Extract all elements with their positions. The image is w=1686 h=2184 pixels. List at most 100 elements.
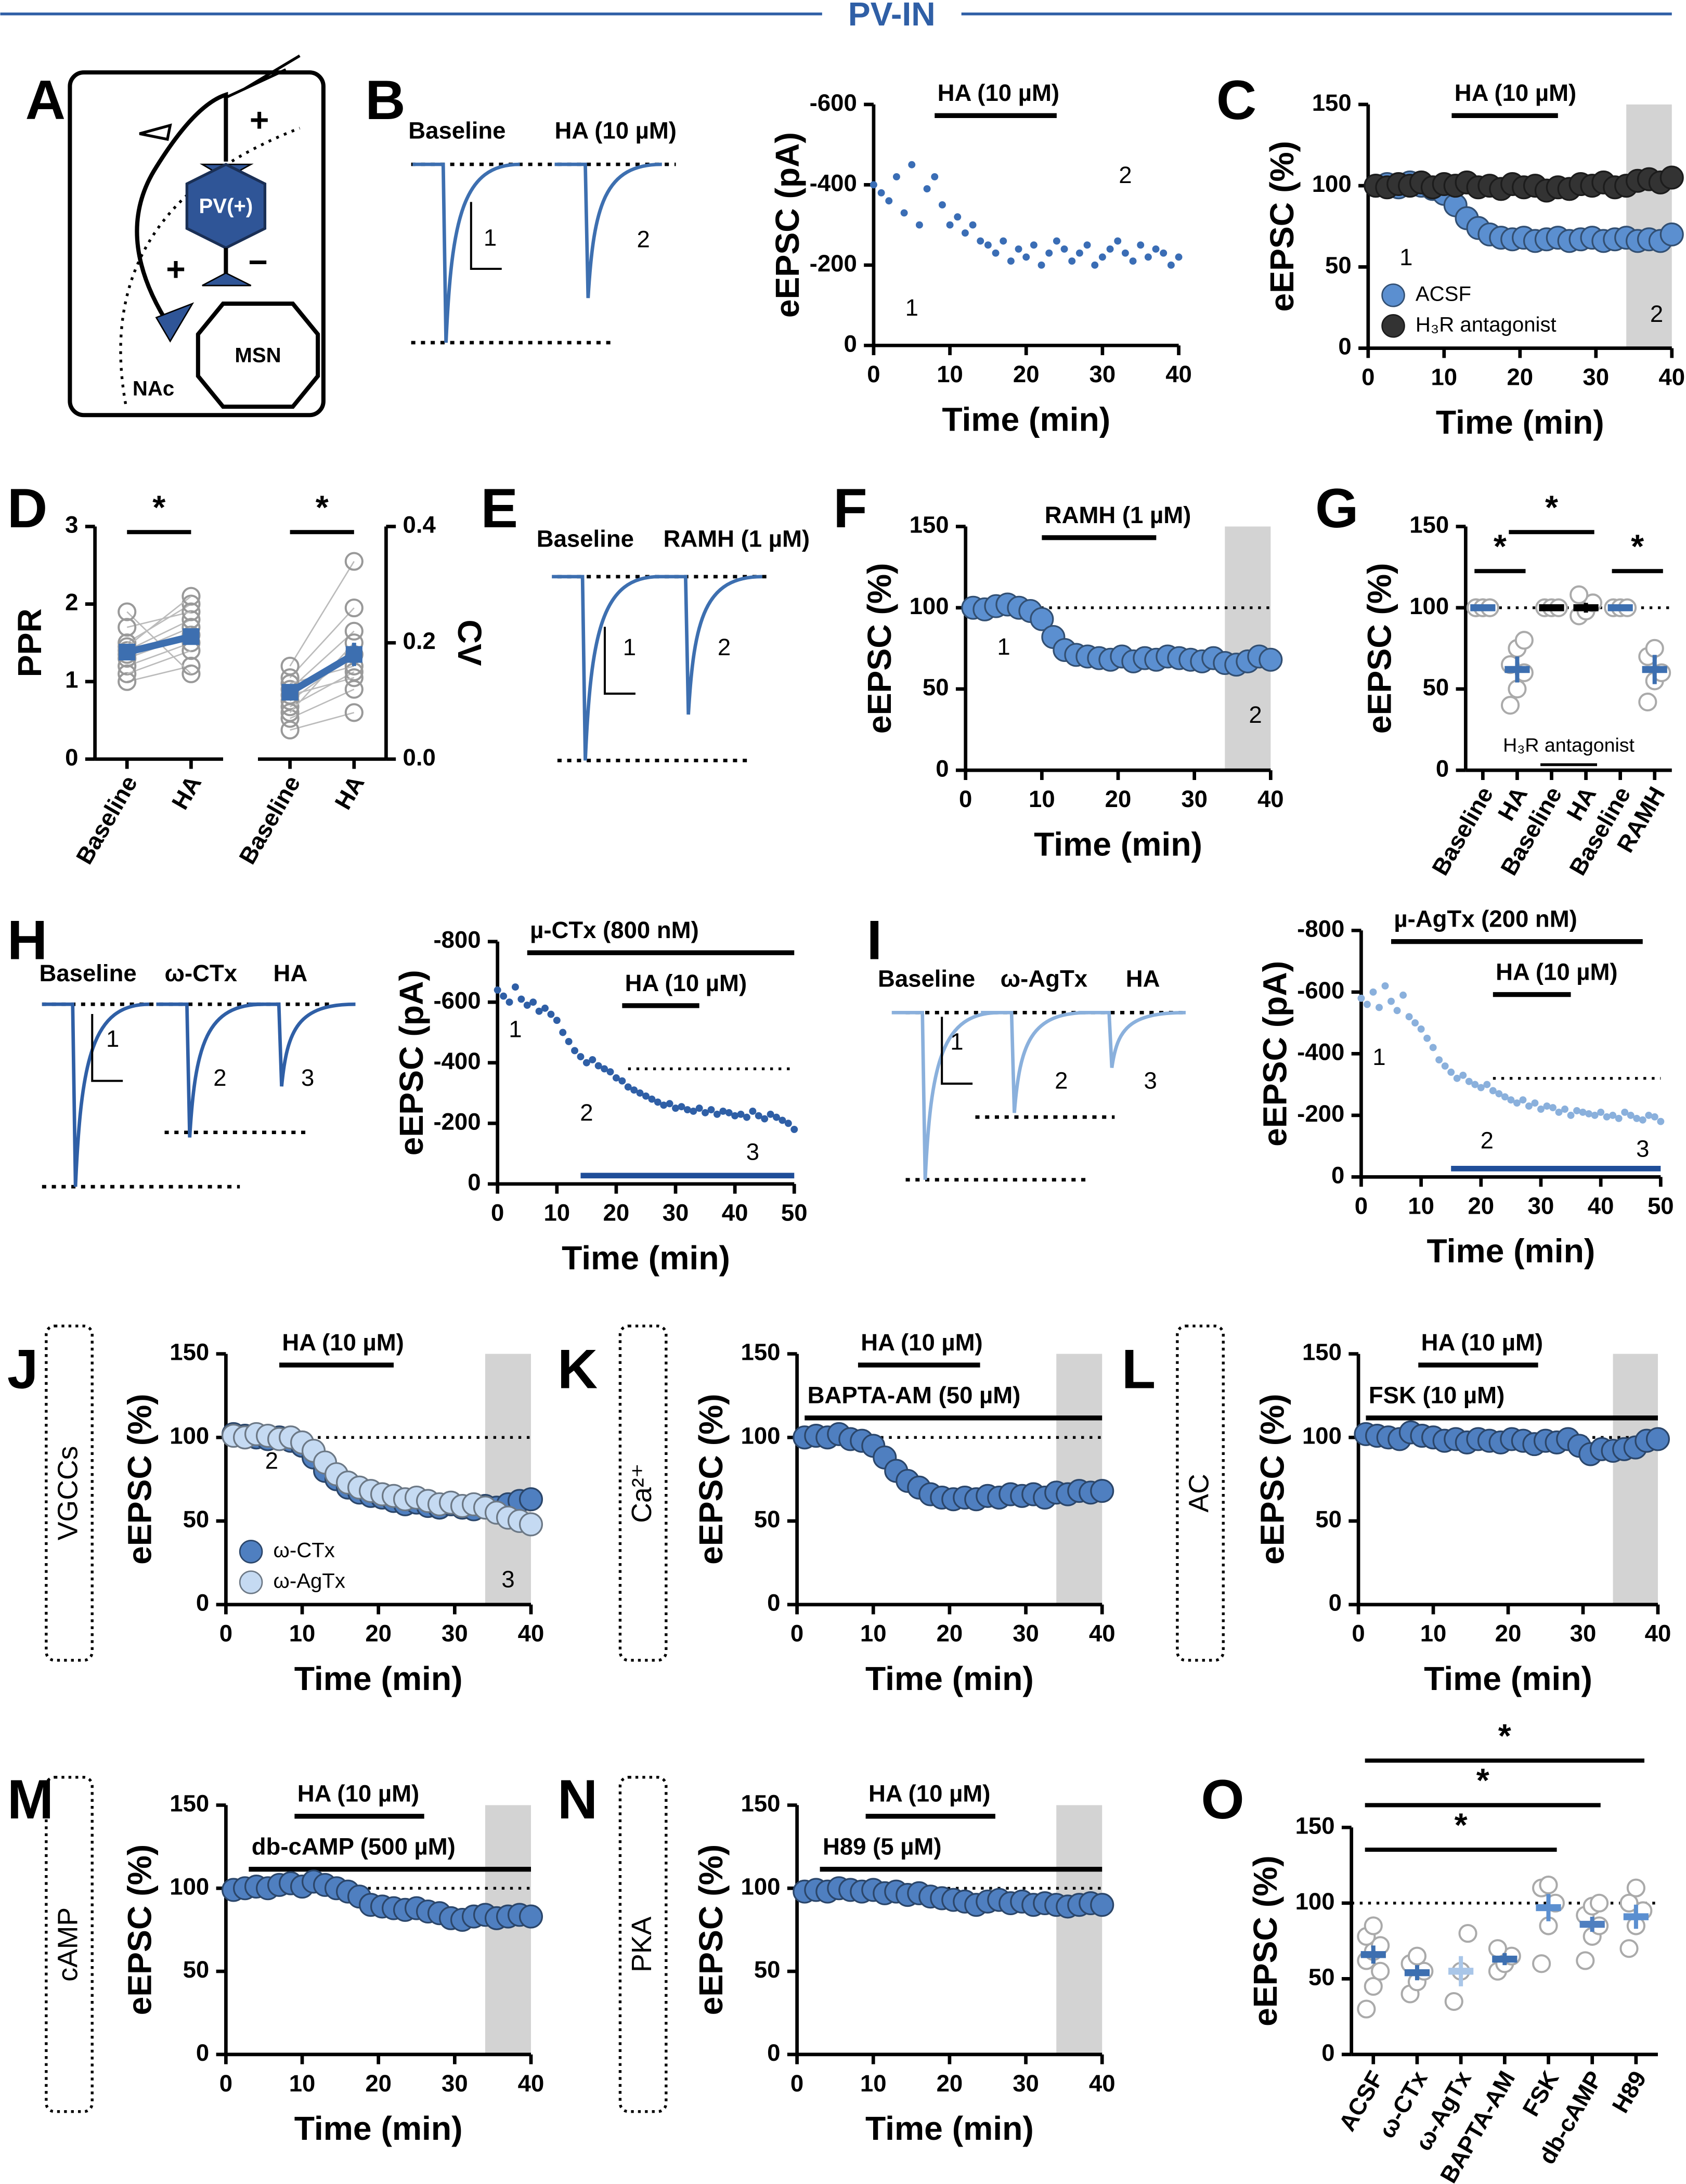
subject-point <box>1570 585 1589 604</box>
drug-label: HA (10 µM) <box>282 1329 404 1356</box>
subject-point <box>118 664 137 683</box>
region-label: NAc <box>133 377 174 400</box>
significance: * <box>1498 1717 1511 1754</box>
x-tick-label: 20 <box>1468 1192 1494 1219</box>
legend-marker <box>239 1540 263 1564</box>
y-tick-label: 0 <box>767 2039 780 2066</box>
x-axis-label: Time (min) <box>294 1660 463 1697</box>
x-tick-label: 30 <box>442 1620 468 1647</box>
axon <box>135 92 228 329</box>
point <box>1405 1013 1413 1021</box>
point <box>1627 1111 1635 1119</box>
point <box>1399 991 1407 999</box>
mean-line <box>126 633 192 656</box>
y-tick-label: 100 <box>741 1422 781 1449</box>
terminal <box>202 272 252 287</box>
point <box>1030 241 1037 249</box>
x-tick-label: 20 <box>365 2070 392 2097</box>
subject-line <box>126 619 192 652</box>
point <box>1423 1034 1431 1042</box>
significance: * <box>152 488 165 526</box>
point-label: 2 <box>580 1099 593 1126</box>
y-tick-label: 100 <box>1295 1888 1335 1915</box>
shaded-window <box>1613 1354 1658 1605</box>
significance: * <box>1545 488 1558 526</box>
drug-label: HA (10 µM) <box>625 970 747 996</box>
mean-marker <box>281 684 299 701</box>
point <box>695 1104 703 1112</box>
point <box>1513 1099 1521 1107</box>
x-tick-label: 40 <box>1089 2070 1116 2097</box>
y-tick-label: 0.4 <box>403 512 436 538</box>
point <box>885 197 893 205</box>
subject-line <box>126 603 192 644</box>
y-tick-label: 0 <box>65 744 78 771</box>
point-label: 2 <box>1650 301 1663 327</box>
point <box>1447 1068 1455 1076</box>
panel-label: D <box>7 477 47 539</box>
point <box>1015 245 1022 253</box>
point <box>683 1106 691 1114</box>
point <box>1579 1108 1587 1116</box>
trace <box>42 1002 150 1187</box>
point <box>606 1068 614 1076</box>
point <box>1543 1102 1551 1110</box>
point <box>713 1110 721 1118</box>
point <box>582 1059 590 1067</box>
point <box>992 249 1000 257</box>
panel-label: O <box>1201 1768 1244 1830</box>
point <box>1591 1111 1599 1119</box>
point <box>1633 1114 1641 1122</box>
y-tick-label: -400 <box>1297 1038 1344 1065</box>
x-tick-label: 20 <box>937 2070 963 2097</box>
subject-line <box>126 642 191 667</box>
y-tick-label: 2 <box>65 589 78 616</box>
point <box>1525 1102 1533 1110</box>
point <box>624 1083 632 1091</box>
y-tick-label: 50 <box>923 674 949 700</box>
legend-marker <box>1381 314 1405 338</box>
y-tick-label: 150 <box>1409 512 1449 538</box>
x-axis-label: Time (min) <box>1424 1660 1592 1697</box>
trace-number: 1 <box>106 1025 119 1052</box>
point <box>642 1092 650 1100</box>
subject-line <box>126 595 192 647</box>
y-tick-label: 100 <box>170 1873 209 1900</box>
y-tick-label: 3 <box>65 512 78 538</box>
y-tick-label: 150 <box>741 1790 781 1816</box>
subject-point <box>344 598 364 618</box>
x-tick-label: 0 <box>1361 364 1374 391</box>
x-tick-label: 20 <box>603 1200 630 1226</box>
y-tick-label: 0 <box>1329 1590 1342 1616</box>
x-tick-label: 40 <box>518 1620 544 1647</box>
point <box>1639 1116 1646 1124</box>
y-axis-label: eEPSC (%) <box>1253 1394 1291 1565</box>
point <box>877 189 885 197</box>
x-tick-label: 10 <box>937 361 963 387</box>
y-tick-label: 0 <box>844 330 857 357</box>
point <box>1083 241 1091 249</box>
sign: − <box>248 243 268 281</box>
point <box>678 1103 685 1111</box>
point <box>977 237 984 245</box>
trace-label: RAMH (1 µM) <box>663 525 810 552</box>
marker <box>518 1487 543 1512</box>
legend-label: ω-AgTx <box>273 1569 345 1592</box>
y-tick-label: -600 <box>1297 977 1344 1004</box>
y-tick-label: 0 <box>196 2039 209 2066</box>
point <box>702 1109 709 1116</box>
x-tick-label: 40 <box>1645 1620 1671 1647</box>
panel-label: G <box>1315 477 1358 539</box>
x-tick-label: 20 <box>1495 1620 1522 1647</box>
x-tick-label: 10 <box>860 2070 887 2097</box>
point <box>1387 997 1395 1005</box>
point <box>1609 1111 1617 1119</box>
subject-line <box>126 649 191 675</box>
drug-label: HA (10 µM) <box>938 80 1059 106</box>
panel-label: N <box>557 1768 598 1830</box>
point <box>1144 253 1152 261</box>
y-tick-label: 150 <box>1302 1339 1342 1366</box>
y-axis-label: eEPSC (pA) <box>1256 961 1294 1147</box>
point <box>1045 249 1053 257</box>
point <box>1495 1090 1503 1098</box>
